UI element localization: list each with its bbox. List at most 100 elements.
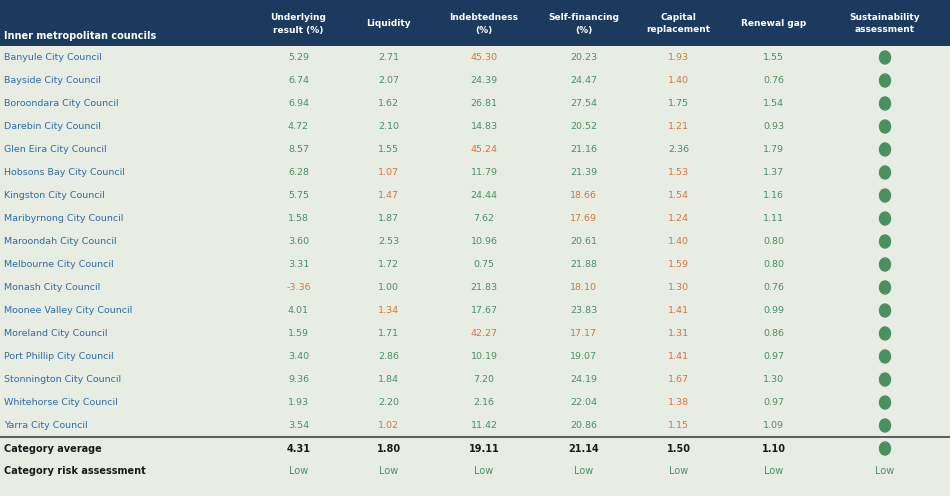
Text: 18.10: 18.10 bbox=[570, 283, 597, 292]
Bar bbox=[0, 368, 950, 391]
Text: Liquidity: Liquidity bbox=[366, 18, 410, 27]
Text: 10.19: 10.19 bbox=[470, 352, 498, 361]
Text: 1.11: 1.11 bbox=[763, 214, 784, 223]
Bar bbox=[0, 437, 950, 460]
Text: 1.15: 1.15 bbox=[668, 421, 689, 430]
Text: 1.31: 1.31 bbox=[668, 329, 689, 338]
Text: 2.07: 2.07 bbox=[378, 76, 399, 85]
Text: 0.80: 0.80 bbox=[763, 237, 784, 246]
Text: 1.58: 1.58 bbox=[288, 214, 309, 223]
Text: 20.23: 20.23 bbox=[570, 53, 597, 62]
Text: 1.30: 1.30 bbox=[668, 283, 689, 292]
Text: 14.83: 14.83 bbox=[470, 122, 498, 131]
Text: 17.67: 17.67 bbox=[470, 306, 498, 315]
Text: Moonee Valley City Council: Moonee Valley City Council bbox=[4, 306, 132, 315]
Text: 1.72: 1.72 bbox=[378, 260, 399, 269]
Ellipse shape bbox=[880, 419, 890, 432]
Text: 1.93: 1.93 bbox=[668, 53, 689, 62]
Text: Boroondara City Council: Boroondara City Council bbox=[4, 99, 119, 108]
Text: 1.59: 1.59 bbox=[668, 260, 689, 269]
Text: 18.66: 18.66 bbox=[570, 191, 597, 200]
Ellipse shape bbox=[880, 396, 890, 409]
Text: 1.62: 1.62 bbox=[378, 99, 399, 108]
Text: 2.36: 2.36 bbox=[668, 145, 689, 154]
Text: Low: Low bbox=[669, 467, 688, 477]
Text: Moreland City Council: Moreland City Council bbox=[4, 329, 107, 338]
Text: 11.42: 11.42 bbox=[470, 421, 498, 430]
Text: 1.41: 1.41 bbox=[668, 352, 689, 361]
Bar bbox=[0, 69, 950, 92]
Bar bbox=[0, 184, 950, 207]
Text: 1.24: 1.24 bbox=[668, 214, 689, 223]
Text: 1.75: 1.75 bbox=[668, 99, 689, 108]
Text: Sustainability: Sustainability bbox=[849, 13, 921, 22]
Bar bbox=[0, 0, 950, 46]
Text: Capital: Capital bbox=[660, 13, 696, 22]
Text: 0.75: 0.75 bbox=[473, 260, 495, 269]
Text: Maroondah City Council: Maroondah City Council bbox=[4, 237, 117, 246]
Text: Low: Low bbox=[289, 467, 308, 477]
Text: 24.39: 24.39 bbox=[470, 76, 498, 85]
Text: 1.30: 1.30 bbox=[763, 375, 784, 384]
Bar bbox=[0, 207, 950, 230]
Text: 9.36: 9.36 bbox=[288, 375, 309, 384]
Text: -3.36: -3.36 bbox=[286, 283, 311, 292]
Ellipse shape bbox=[880, 189, 890, 202]
Text: 6.28: 6.28 bbox=[288, 168, 309, 177]
Text: 3.60: 3.60 bbox=[288, 237, 309, 246]
Ellipse shape bbox=[880, 281, 890, 294]
Bar bbox=[0, 299, 950, 322]
Text: Indebtedness: Indebtedness bbox=[449, 13, 519, 22]
Text: (%): (%) bbox=[475, 25, 493, 35]
Ellipse shape bbox=[880, 304, 890, 317]
Text: 20.52: 20.52 bbox=[570, 122, 597, 131]
Text: 1.59: 1.59 bbox=[288, 329, 309, 338]
Text: 1.34: 1.34 bbox=[378, 306, 399, 315]
Ellipse shape bbox=[880, 373, 890, 386]
Ellipse shape bbox=[880, 258, 890, 271]
Text: Melbourne City Council: Melbourne City Council bbox=[4, 260, 114, 269]
Ellipse shape bbox=[880, 166, 890, 179]
Text: 1.80: 1.80 bbox=[376, 443, 401, 453]
Text: result (%): result (%) bbox=[274, 25, 324, 35]
Text: 2.16: 2.16 bbox=[473, 398, 495, 407]
Text: 1.09: 1.09 bbox=[763, 421, 784, 430]
Text: Banyule City Council: Banyule City Council bbox=[4, 53, 102, 62]
Text: 1.55: 1.55 bbox=[378, 145, 399, 154]
Bar bbox=[0, 161, 950, 184]
Text: 45.30: 45.30 bbox=[470, 53, 498, 62]
Text: Glen Eira City Council: Glen Eira City Council bbox=[4, 145, 106, 154]
Text: 10.96: 10.96 bbox=[470, 237, 498, 246]
Text: Bayside City Council: Bayside City Council bbox=[4, 76, 101, 85]
Text: Low: Low bbox=[574, 467, 593, 477]
Bar bbox=[0, 115, 950, 138]
Text: 1.53: 1.53 bbox=[668, 168, 689, 177]
Text: 0.86: 0.86 bbox=[763, 329, 784, 338]
Text: 1.40: 1.40 bbox=[668, 237, 689, 246]
Text: 19.11: 19.11 bbox=[468, 443, 500, 453]
Text: 42.27: 42.27 bbox=[470, 329, 498, 338]
Text: 1.47: 1.47 bbox=[378, 191, 399, 200]
Text: 1.07: 1.07 bbox=[378, 168, 399, 177]
Ellipse shape bbox=[880, 235, 890, 248]
Text: 17.17: 17.17 bbox=[570, 329, 597, 338]
Text: 1.54: 1.54 bbox=[668, 191, 689, 200]
Text: 1.79: 1.79 bbox=[763, 145, 784, 154]
Text: 1.00: 1.00 bbox=[378, 283, 399, 292]
Text: Low: Low bbox=[379, 467, 398, 477]
Text: 1.71: 1.71 bbox=[378, 329, 399, 338]
Text: 2.10: 2.10 bbox=[378, 122, 399, 131]
Text: 6.94: 6.94 bbox=[288, 99, 309, 108]
Text: 3.54: 3.54 bbox=[288, 421, 309, 430]
Bar bbox=[0, 92, 950, 115]
Text: Port Phillip City Council: Port Phillip City Council bbox=[4, 352, 114, 361]
Text: 11.79: 11.79 bbox=[470, 168, 498, 177]
Bar bbox=[0, 230, 950, 253]
Text: 0.76: 0.76 bbox=[763, 76, 784, 85]
Text: 5.75: 5.75 bbox=[288, 191, 309, 200]
Text: Kingston City Council: Kingston City Council bbox=[4, 191, 104, 200]
Text: 1.38: 1.38 bbox=[668, 398, 689, 407]
Text: 4.01: 4.01 bbox=[288, 306, 309, 315]
Bar bbox=[0, 391, 950, 414]
Text: 24.19: 24.19 bbox=[570, 375, 597, 384]
